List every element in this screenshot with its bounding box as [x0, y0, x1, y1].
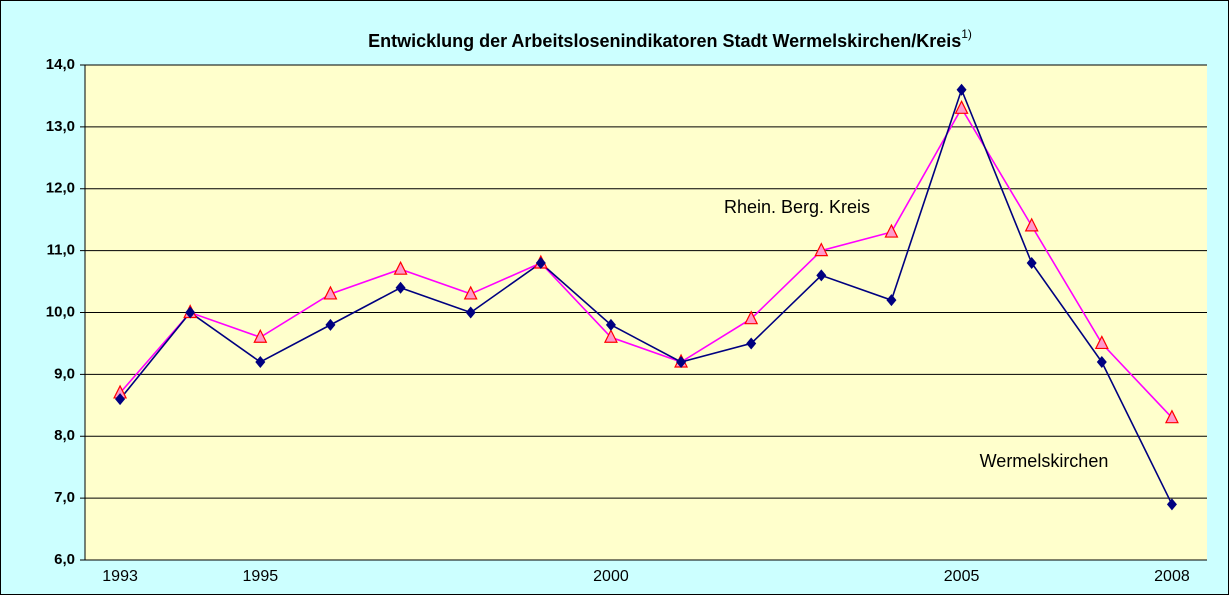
title-note: 1) [961, 27, 972, 41]
data-point [185, 306, 196, 319]
series-label: Rhein. Berg. Kreis [724, 197, 870, 217]
data-point [814, 242, 829, 257]
y-tick-label: 8,0 [54, 427, 75, 444]
chart-title: Entwicklung der Arbeitslosenindikatoren … [368, 27, 972, 51]
data-point [323, 285, 338, 300]
y-tick-label: 9,0 [54, 365, 75, 382]
x-tick-label: 1993 [102, 568, 138, 585]
y-tick-label: 10,0 [46, 303, 75, 320]
data-point [1164, 409, 1179, 424]
data-point [605, 318, 616, 331]
data-point [255, 356, 266, 368]
data-point [956, 83, 967, 96]
data-point [463, 285, 478, 300]
data-point [954, 99, 969, 114]
data-point [676, 356, 687, 368]
y-tick-label: 11,0 [47, 242, 75, 259]
data-point [465, 306, 476, 319]
x-tick-label: 2008 [1154, 568, 1190, 585]
y-tick-label: 6,0 [54, 551, 75, 568]
data-point [1166, 498, 1177, 511]
data-point [603, 328, 618, 343]
data-point [1096, 356, 1107, 368]
data-point [744, 310, 759, 325]
data-point [395, 281, 406, 294]
y-tick-label: 12,0 [46, 180, 75, 197]
data-point [886, 294, 897, 307]
data-point [253, 328, 268, 343]
x-tick-label: 1995 [243, 568, 279, 585]
data-point [325, 318, 336, 331]
data-point [1026, 257, 1037, 269]
series-label: Wermelskirchen [980, 451, 1109, 471]
y-tick-label: 7,0 [54, 489, 75, 506]
data-point [816, 269, 827, 282]
title-text: Entwicklung der Arbeitslosenindikatoren … [368, 31, 961, 51]
y-tick-label: 13,0 [46, 118, 75, 135]
data-point [393, 260, 408, 275]
x-tick-label: 2000 [593, 568, 629, 585]
series-line [119, 87, 1173, 505]
data-point [746, 337, 757, 350]
data-point [535, 257, 546, 269]
x-tick-label: 2005 [944, 568, 980, 585]
data-point [884, 223, 899, 238]
data-point [1094, 335, 1109, 350]
series-line [119, 106, 1173, 419]
data-point [1024, 217, 1039, 232]
y-tick-label: 14,0 [46, 56, 75, 73]
data-point [115, 393, 126, 406]
